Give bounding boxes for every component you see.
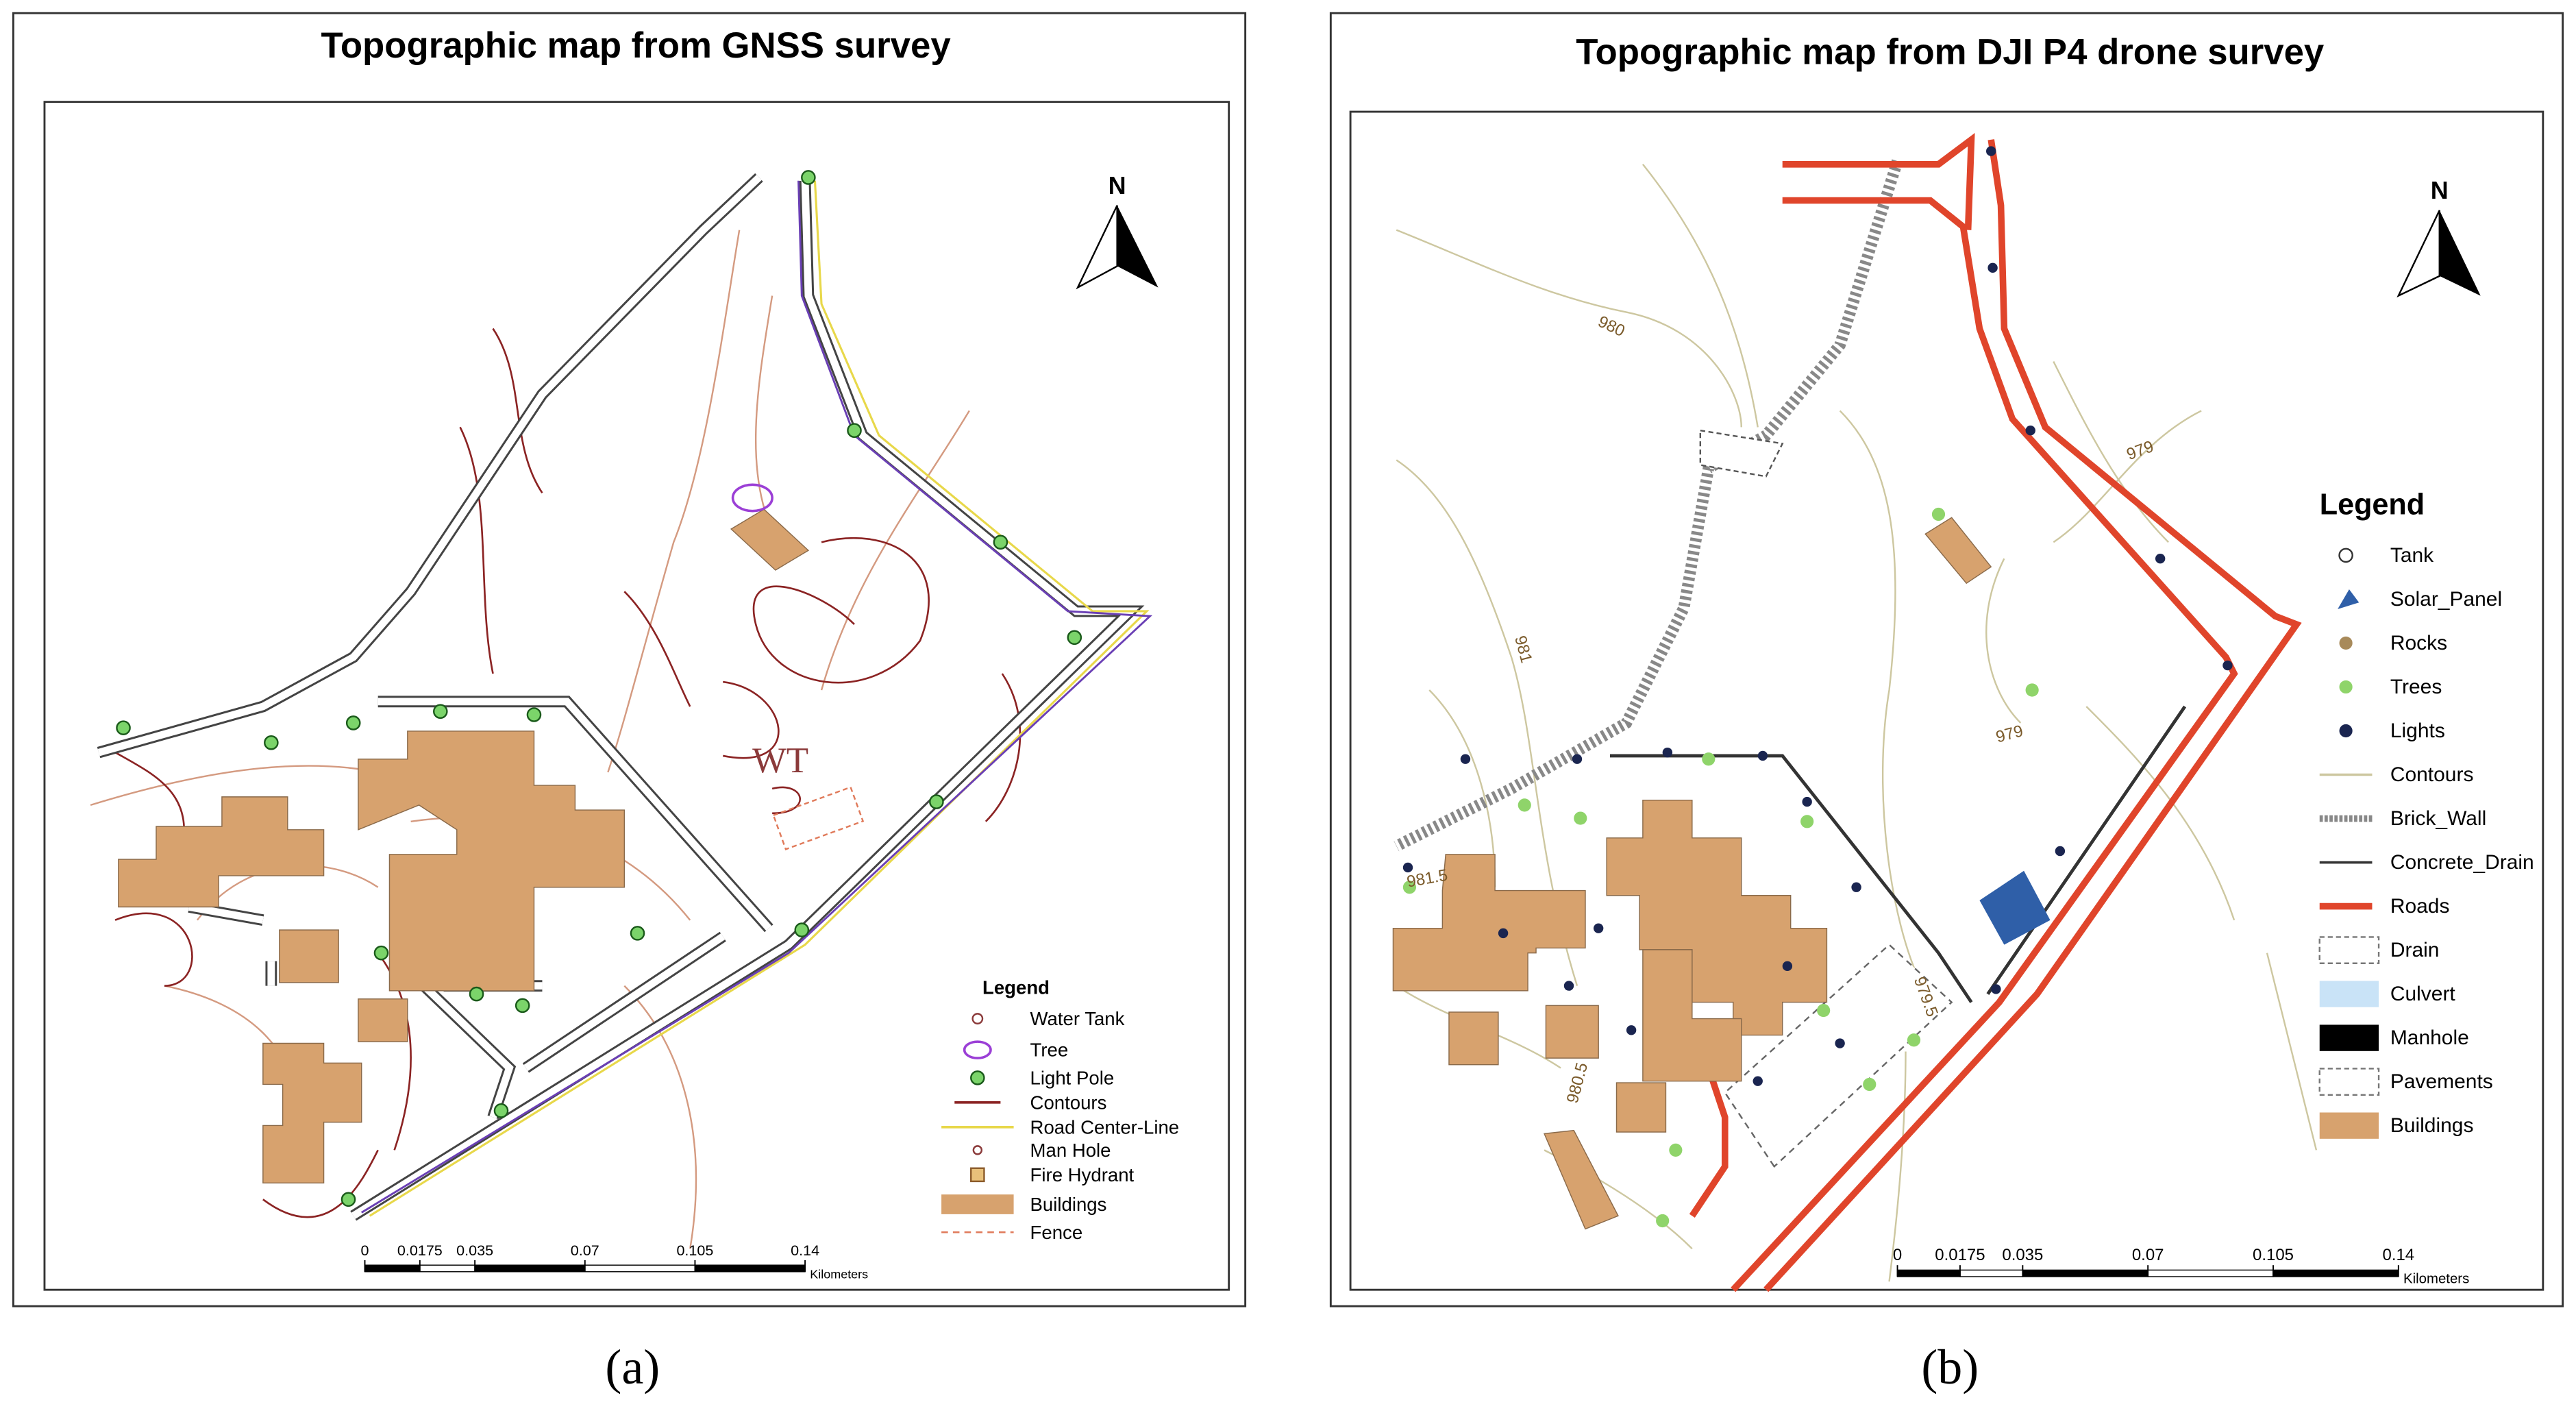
legend-label: Tree	[1030, 1040, 1069, 1061]
scale-segment	[474, 1264, 586, 1273]
legend-label: Trees	[2390, 676, 2442, 698]
scale-label: 0	[361, 1242, 369, 1259]
scale-unit: Kilometers	[2403, 1272, 2469, 1287]
scale-segment	[419, 1264, 475, 1273]
legend-label: Drain	[2390, 939, 2440, 961]
brick-wall	[1394, 159, 1903, 852]
legend: Tank Solar_Panel Rocks Trees Lights Contours B…	[2318, 544, 2534, 1139]
legend-symbol	[2319, 981, 2379, 1007]
legend-label: Contours	[1030, 1092, 1107, 1113]
scale-segment	[584, 1264, 696, 1273]
panel-a: Topographic map from GNSS survey WT	[12, 12, 1247, 1394]
legend-symbol	[970, 1070, 985, 1085]
legend-symbol	[971, 1013, 984, 1024]
legend: Water Tank Tree Light Pole Contours Road Cen…	[941, 1008, 1179, 1243]
legend-symbol	[2318, 936, 2380, 964]
scale-label: 0	[1893, 1246, 1902, 1264]
legend-label: Road Center-Line	[1030, 1116, 1180, 1138]
legend-label: Buildings	[2390, 1114, 2474, 1137]
legend-symbol	[2339, 680, 2353, 694]
legend-label: Buildings	[1030, 1194, 1107, 1215]
buildings	[118, 508, 810, 1184]
scale-label: 0.105	[2253, 1246, 2294, 1264]
roads	[97, 173, 1153, 1221]
north-arrow: N	[2397, 176, 2481, 298]
buildings	[1392, 517, 1992, 1230]
panel-b: Topographic map from DJI P4 drone survey	[1329, 12, 2564, 1394]
legend-label: Contours	[2390, 763, 2474, 786]
legend-symbol	[2338, 589, 2360, 609]
legend-label: Fence	[1030, 1222, 1083, 1243]
north-label: N	[1109, 171, 1126, 199]
scale-label: 0.07	[571, 1242, 599, 1259]
trees	[1402, 507, 2039, 1228]
light-poles	[116, 170, 1082, 1207]
legend-symbol	[2318, 1068, 2380, 1096]
scale-bar: 0 0.0175 0.035 0.07 0.105 0.14 Kilometers	[361, 1242, 869, 1281]
panel-label: (b)	[1921, 1340, 1979, 1394]
legend-symbol	[970, 1167, 985, 1183]
scale-unit: Kilometers	[810, 1267, 868, 1281]
water-tank-label: WT	[752, 741, 808, 781]
legend-label: Fire Hydrant	[1030, 1164, 1135, 1185]
scale-bar: 0 0.0175 0.035 0.07 0.105 0.14 Kilometers	[1893, 1246, 2469, 1287]
legend-label: Culvert	[2390, 983, 2456, 1005]
scale-label: 0.0175	[1935, 1246, 1985, 1264]
legend-label: Manhole	[2390, 1027, 2469, 1049]
scale-label: 0.07	[2132, 1246, 2164, 1264]
legend-label: Light Pole	[1030, 1067, 1115, 1088]
scale-segment	[1896, 1269, 1961, 1277]
drain	[1699, 429, 1784, 478]
scale-segment	[2022, 1269, 2148, 1277]
scale-label: 0.14	[791, 1242, 819, 1259]
legend-label: Concrete_Drain	[2390, 851, 2534, 874]
scale-segment	[2272, 1269, 2399, 1277]
scale-segment	[364, 1264, 421, 1273]
scale-segment	[2147, 1269, 2274, 1277]
legend-title: Legend	[982, 977, 1050, 998]
tree-symbol	[731, 483, 773, 513]
solar-panel	[1979, 870, 2051, 945]
legend-symbol	[2338, 548, 2353, 563]
lights	[1402, 146, 2233, 1086]
legend-symbol	[2319, 1112, 2379, 1139]
legend-label: Lights	[2390, 720, 2445, 742]
legend-symbol	[2339, 724, 2353, 738]
scale-label: 0.035	[456, 1242, 493, 1259]
legend-label: Roads	[2390, 895, 2450, 918]
scale-segment	[1959, 1269, 2024, 1277]
legend-label: Solar_Panel	[2390, 588, 2502, 611]
legend-symbol	[941, 1194, 1014, 1214]
legend-symbol	[2319, 1024, 2379, 1051]
scale-label: 0.105	[676, 1242, 713, 1259]
legend-label: Rocks	[2390, 632, 2447, 654]
legend-label: Brick_Wall	[2390, 807, 2486, 830]
scale-label: 0.0175	[397, 1242, 443, 1259]
legend-symbol	[963, 1040, 992, 1059]
panel-title: Topographic map from GNSS survey	[321, 25, 952, 66]
legend-label: Water Tank	[1030, 1008, 1125, 1029]
legend-symbol	[2339, 636, 2353, 650]
north-label: N	[2431, 176, 2449, 204]
scale-label: 0.14	[2382, 1246, 2414, 1264]
legend-label: Tank	[2390, 544, 2434, 567]
legend-symbol	[972, 1145, 983, 1155]
legend-title: Legend	[2320, 488, 2425, 521]
pavements	[1724, 944, 1953, 1168]
panel-label: (a)	[605, 1340, 660, 1394]
legend-label: Pavements	[2390, 1070, 2493, 1093]
scale-segment	[694, 1264, 806, 1273]
legend-label: Man Hole	[1030, 1140, 1111, 1161]
scale-label: 0.035	[2002, 1246, 2043, 1264]
panel-title: Topographic map from DJI P4 drone survey	[1576, 32, 2325, 73]
